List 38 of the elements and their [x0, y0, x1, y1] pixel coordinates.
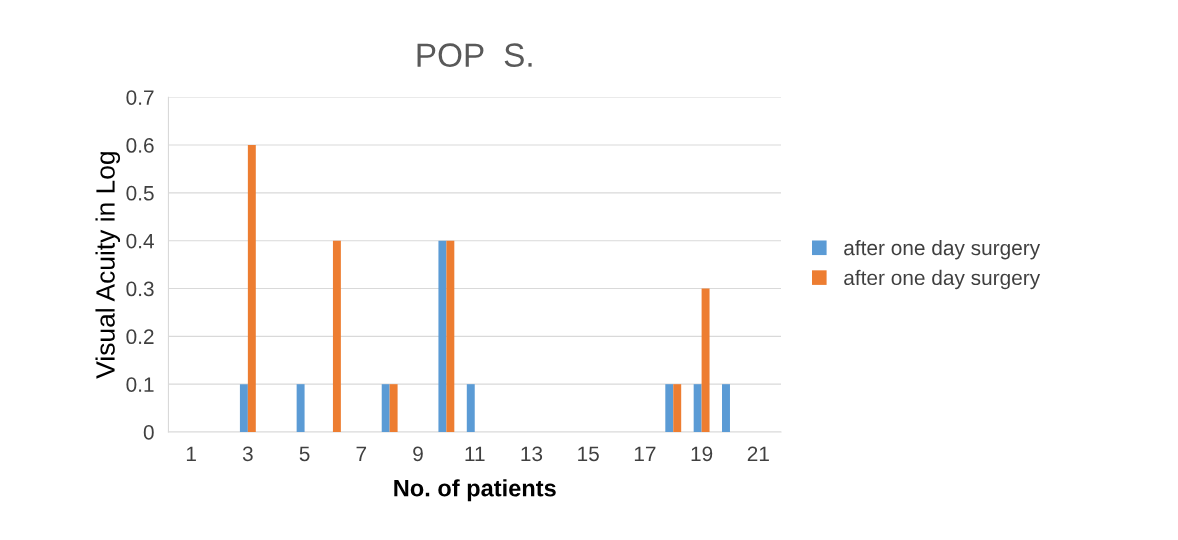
- legend-label: after one day surgery: [844, 269, 1041, 290]
- x-tick-label: 21: [747, 446, 769, 461]
- y-tick-label: 0.2: [126, 329, 154, 345]
- y-tick-label: 0: [143, 425, 154, 440]
- bar: [438, 240, 447, 432]
- x-tick-label: 5: [299, 446, 310, 462]
- bar: [466, 384, 475, 432]
- bar: [693, 384, 702, 432]
- x-tick-label: 11: [465, 446, 485, 461]
- y-tick-label: 0.3: [126, 281, 154, 297]
- x-tick-label: 9: [413, 446, 423, 462]
- bar: [381, 384, 390, 432]
- bar: [665, 384, 674, 432]
- y-axis-title: Visual Acuity in Log: [95, 152, 121, 379]
- bar: [446, 240, 455, 432]
- x-tick-label: 13: [521, 446, 543, 462]
- y-tick-label: 0.6: [126, 138, 154, 153]
- x-axis-title: No. of patients: [394, 479, 556, 502]
- y-tick-label: 0.7: [126, 90, 154, 105]
- chart-title: POP S.: [417, 43, 532, 67]
- x-tick-label: 7: [356, 446, 367, 461]
- x-tick-label: 3: [242, 446, 253, 462]
- x-tick-label: 1: [186, 446, 196, 461]
- legend-label: after one day surgery: [844, 239, 1041, 260]
- bar: [239, 384, 248, 432]
- y-tick-label: 0.5: [126, 185, 154, 201]
- bar: [247, 145, 256, 432]
- y-tick-label: 0.1: [126, 377, 154, 392]
- bar: [701, 288, 710, 432]
- bar: [673, 384, 682, 432]
- y-tick-label: 0.4: [126, 233, 154, 249]
- x-tick-label: 19: [691, 446, 713, 462]
- bar: [332, 240, 341, 432]
- bar: [722, 384, 730, 432]
- x-tick-label: 17: [634, 446, 656, 461]
- x-tick-label: 15: [578, 446, 599, 462]
- bar: [389, 384, 398, 432]
- bar: [296, 384, 305, 432]
